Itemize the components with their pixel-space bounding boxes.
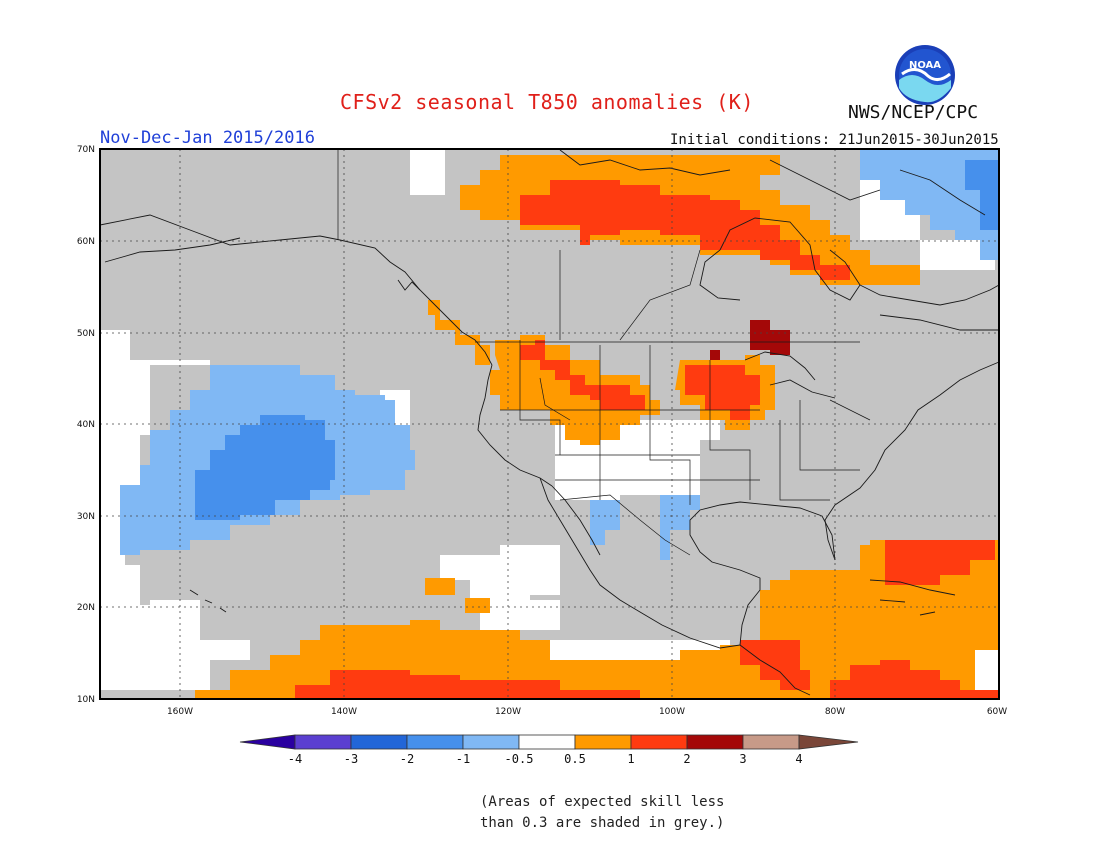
- longitude-labels: 160W 140W 120W 100W 80W 60W: [167, 707, 1007, 717]
- colorbar-tick-label: 0.5: [564, 752, 586, 766]
- colorbar-tick-label: 4: [795, 752, 802, 766]
- lon-label: 80W: [825, 707, 845, 717]
- colorbar-cell: [462, 734, 520, 750]
- colorbar-cell: [574, 734, 632, 750]
- colorbar-tick-label: 3: [739, 752, 746, 766]
- lat-label: 70N: [77, 145, 95, 155]
- political-borders: [337, 150, 871, 556]
- period-label: Nov-Dec-Jan 2015/2016: [100, 128, 315, 148]
- colorbar-tick-label: -0.5: [505, 752, 534, 766]
- colorbar-cell: [239, 734, 296, 750]
- colorbar-cell: [294, 734, 352, 750]
- colorbar-tick-label: -3: [344, 752, 358, 766]
- colorbar-tick-label: 1: [627, 752, 634, 766]
- lat-label: 60N: [77, 237, 95, 247]
- lat-label: 30N: [77, 512, 95, 522]
- cold-anomaly-regions: [120, 150, 999, 560]
- footnote-line: than 0.3 are shaded in grey.): [480, 815, 725, 831]
- map-title: CFSv2 seasonal T850 anomalies (K): [340, 90, 754, 114]
- graticule: [100, 149, 999, 699]
- anomaly-map: 70N 60N 50N 40N 30N 20N 10N 160W 140W 12…: [76, 145, 1008, 766]
- lon-label: 100W: [659, 707, 685, 717]
- lat-label: 50N: [77, 329, 95, 339]
- lat-label: 20N: [77, 603, 95, 613]
- colorbar: [239, 734, 859, 750]
- lon-label: 120W: [495, 707, 521, 717]
- colorbar-cell: [518, 734, 576, 750]
- organization-label: NWS/NCEP/CPC: [848, 102, 979, 123]
- initial-conditions-label: Initial conditions: 21Jun2015-30Jun2015: [670, 132, 999, 148]
- noaa-logo: NOAA: [895, 45, 955, 105]
- lat-label: 40N: [77, 420, 95, 430]
- logo-text: NOAA: [909, 60, 941, 71]
- colorbar-tick-label: -1: [456, 752, 470, 766]
- colorbar-tick-label: -2: [400, 752, 414, 766]
- colorbar-cell: [798, 734, 859, 750]
- colorbar-cell: [406, 734, 464, 750]
- colorbar-tick-label: -4: [288, 752, 302, 766]
- lon-label: 60W: [987, 707, 1007, 717]
- colorbar-cell: [686, 734, 744, 750]
- map-frame: [99, 148, 1000, 700]
- latitude-labels: 70N 60N 50N 40N 30N 20N 10N: [77, 145, 95, 705]
- colorbar-tick-label: 2: [683, 752, 690, 766]
- colorbar-cell: [630, 734, 688, 750]
- colorbar-ticks: -4 -3 -2 -1 -0.5 0.5 1 2 3 4: [288, 752, 803, 766]
- coastlines: [99, 149, 1000, 696]
- footnote-line: (Areas of expected skill less: [480, 794, 725, 810]
- warm-anomaly-regions: [195, 155, 999, 699]
- lat-label: 10N: [77, 695, 95, 705]
- lon-label: 160W: [167, 707, 193, 717]
- colorbar-cell: [350, 734, 408, 750]
- colorbar-cell: [742, 734, 800, 750]
- footnote: (Areas of expected skill less than 0.3 a…: [480, 792, 724, 834]
- lon-label: 140W: [331, 707, 357, 717]
